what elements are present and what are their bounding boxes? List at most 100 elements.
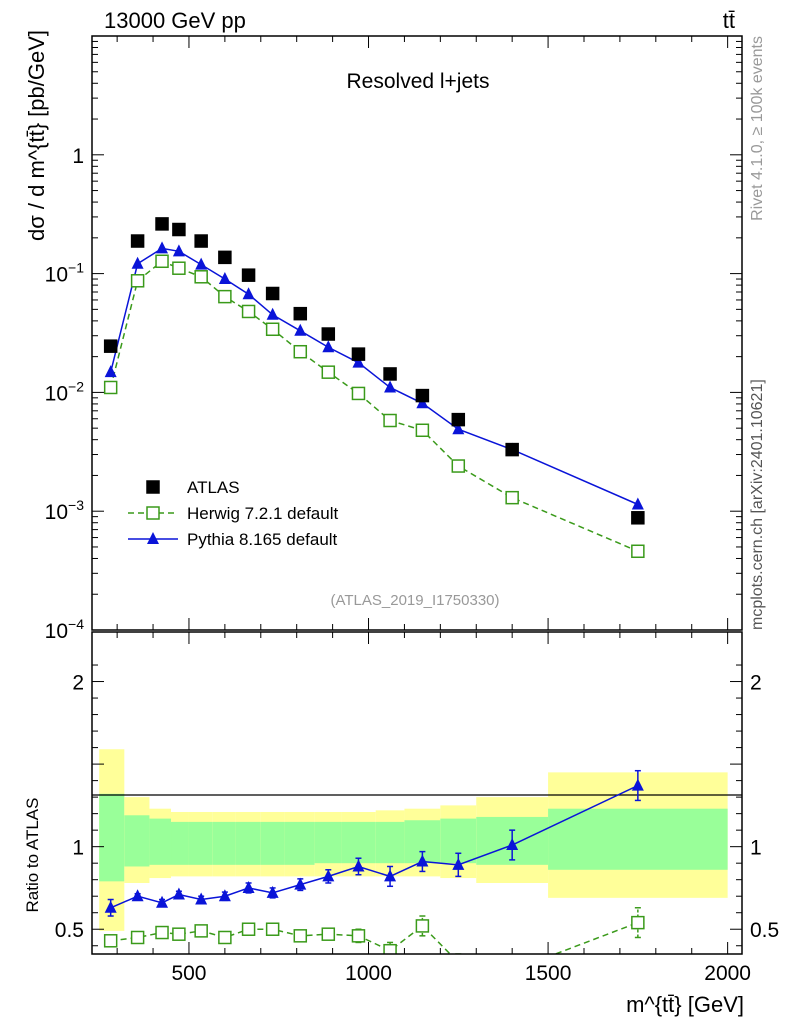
main-title: Resolved l+jets [347,70,490,93]
atlas-point [265,286,280,301]
ratio-band-inner [260,821,285,865]
herwig-ratio-point [241,922,256,936]
herwig-ratio-point [155,925,169,940]
ratio-band-inner [284,821,315,865]
main-panel: 10−4 10−3 10−2 10−1 1 Resolved l+jets (ATLAS… [24,30,743,643]
pythia-ratio-point [416,854,429,867]
atlas-point [155,217,169,231]
ratio-series [103,769,645,977]
ratio-axes: 500 1000 1500 2000 0.5 0.5 1 1 2 2 [55,632,779,985]
main-x-axis [116,36,729,630]
pythia-ratio-point [195,892,208,905]
herwig-point [383,413,397,428]
atlas-point [241,268,256,282]
ratio-band-inner [341,821,376,864]
pythia-ratio-point [384,869,397,882]
ratio-uncertainty-bands [99,749,728,931]
pythia-ratio-point [322,869,335,882]
ratio-panel: 500 1000 1500 2000 0.5 0.5 1 1 2 2 Ratio to ATLAS… [23,631,779,1017]
ratio-y-tick-label: 1 [72,837,84,860]
ratio-y-tick-label: 1 [750,837,762,860]
main-y-tick-label: 10−1 [45,260,85,287]
legend-atlas-marker [146,480,160,494]
analysis-label: (ATLAS_2019_I1750330) [330,592,499,609]
herwig-ratio-point [631,915,645,930]
ratio-y-tick-label: 2 [750,672,762,695]
pythia-point [195,257,208,270]
pythia-ratio-point [352,859,365,872]
ratio-y-tick-label: 2 [72,672,84,695]
ratio-band-inner [124,815,150,867]
atlas-point [103,339,118,353]
ratio-band-inner [548,808,728,870]
ratio-x-tick-label: 500 [171,962,206,985]
atlas-point [505,442,519,457]
pythia-point [352,355,365,368]
pythia-point [218,272,231,285]
mcplots-label: mcplots.cern.ch [arXiv:2401.10621] [749,379,766,630]
pythia-point [156,241,169,254]
pythia-ratio-point [131,889,144,902]
pythia-point [104,365,117,378]
herwig-ratio-point [383,943,397,954]
ratio-band-inner [149,818,172,865]
atlas-point [130,234,145,248]
ratio-x-tick-label: 1500 [525,962,572,985]
pythia-point [294,323,307,336]
pythia-line [109,247,639,506]
main-y-axis-label: dσ / d m^{tt̄} [pb/GeV] [24,30,49,241]
pythia-ratio-point [266,885,279,898]
ratio-band-inner [375,821,405,864]
ratio-x-tick-label: 2000 [704,962,751,985]
main-y-tick-label: 10−3 [45,497,85,524]
main-series [103,217,645,559]
ratio-series-clipped [103,769,645,977]
pythia-ratio-point [218,889,231,902]
herwig-ratio-point [103,934,118,948]
herwig-point [451,459,466,473]
herwig-ratio-point [218,930,232,945]
herwig-ratio-point [452,956,464,968]
ratio-y-axis-label: Ratio to ATLAS [23,798,42,913]
herwig-point [241,304,256,319]
legend: ATLAS Herwig 7.2.1 default Pythia 8.165 de… [128,478,338,549]
main-y-axis: 10−4 10−3 10−2 10−1 1 [45,35,742,643]
main-y-tick-label: 10−2 [45,378,85,405]
ratio-band-inner [171,821,189,865]
ratio-band-inner [212,821,236,865]
atlas-point [631,511,645,525]
herwig-ratio-point [351,929,366,943]
atlas-point [194,234,208,248]
ratio-band-inner [99,793,125,882]
atlas-point [172,222,186,237]
main-y-tick-label: 10−4 [45,616,85,643]
legend-herwig-marker [146,506,160,520]
herwig-point [293,344,308,359]
pythia-ratio-point [172,887,185,900]
legend-label: ATLAS [187,478,240,497]
pythia-ratio-point [242,880,255,893]
legend-pythia-marker [147,532,159,544]
pythia-point [242,287,255,300]
ratio-band-inner [188,821,213,865]
pythia-ratio-point [104,900,117,913]
pythia-point [266,307,279,320]
herwig-point [218,289,232,304]
legend-label: Herwig 7.2.1 default [187,504,338,523]
pythia-ratio-line [110,784,639,909]
pythia-ratio-point [506,838,519,851]
pythia-point [631,497,644,510]
pythia-point [452,422,465,435]
herwig-point [631,544,645,559]
ratio-x-tick-label: 1000 [345,962,392,985]
herwig-ratio-point [172,927,186,941]
herwig-ratio-line [110,921,639,954]
pythia-ratio-point [631,778,644,791]
pythia-point [384,380,397,393]
herwig-line [109,260,639,552]
ratio-frame [91,631,743,955]
herwig-point [130,274,145,288]
ratio-y-tick-label: 0.5 [750,919,779,942]
herwig-ratio-point [506,965,518,977]
